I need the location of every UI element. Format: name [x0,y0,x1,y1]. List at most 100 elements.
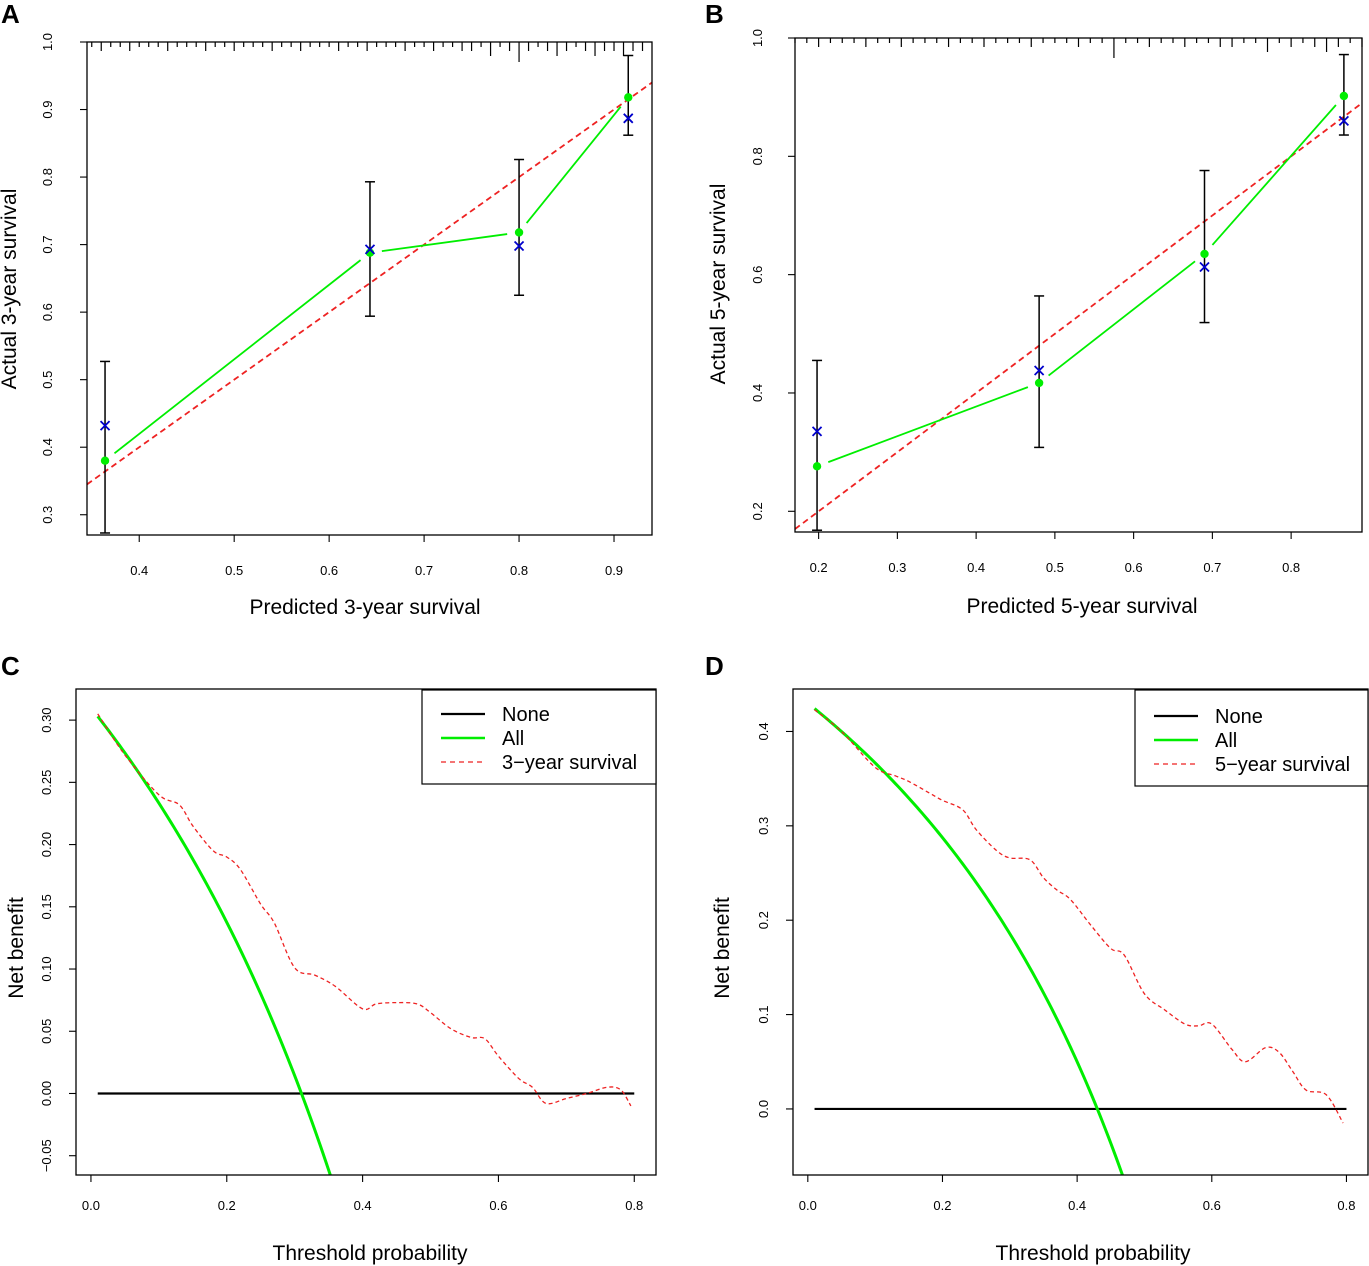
curves-clip-group [813,707,1347,1175]
y-tick-label: 0.20 [39,832,54,857]
all-curve [813,707,1125,1175]
y-tick-label: 0.4 [40,438,55,456]
panel-a-observed-line [113,106,622,455]
y-tick-label: 0.2 [756,911,771,929]
observed-point [624,93,633,102]
panel-c-legend-none: None [502,704,550,726]
panel-a-axes: 0.4 0.5 0.6 0.7 0.8 0.9 0.3 0.4 0.5 0.6 0.7 0.8 0.9 1… [40,33,653,578]
panel-c-legend-all: All [502,728,524,750]
x-tick-label: 0.0 [799,1198,817,1213]
y-tick-label: 0.3 [756,817,771,835]
panel-c-legend-model: 3−year survival [502,752,637,774]
x-tick-label: 0.7 [415,563,433,578]
observed-point [100,456,110,465]
y-tick-label: 0.10 [39,956,54,981]
bias-corrected-marker [623,113,634,124]
x-tick-label: 0.5 [225,563,243,578]
x-tick-label: 0.4 [1068,1198,1086,1213]
curves-clip-group [96,713,635,1175]
panel-c-label: C [1,651,20,681]
panel-d-legend-none: None [1215,706,1263,728]
plot-frame [75,688,657,1176]
bias-corrected-marker [811,426,823,437]
panel-b-bias-corrected-points [811,115,1350,437]
observed-line-segment [1211,104,1337,246]
y-tick-label: 0.6 [750,266,765,284]
x-tick-label: 0.2 [933,1198,951,1213]
y-tick-label: 0.00 [39,1081,54,1106]
panel-b-rug [794,38,1363,58]
y-tick-label: 0.0 [756,1100,771,1118]
panel-a-rug [91,42,644,62]
y-tick-label: 1.0 [40,33,55,51]
x-tick-label: 0.6 [489,1198,507,1213]
panel-a-y-axis-label: Actual 3-year survival [0,189,21,390]
panel-d-legend: None All 5−year survival [1134,689,1369,787]
y-tick-label: 0.15 [39,894,54,919]
panel-b-axes: 0.2 0.3 0.4 0.5 0.6 0.7 0.8 0.2 0.4 0.6 0.8 1.0 [750,29,1363,575]
ideal-diagonal-line [87,81,652,486]
x-tick-label: 0.8 [1337,1198,1355,1213]
panel-d-legend-all: All [1215,730,1237,752]
plot-frame [794,37,1363,533]
y-tick-label: −0.05 [39,1139,54,1172]
bias-corrected-marker [1033,365,1045,376]
observed-point [812,462,822,471]
y-tick-label: 0.2 [750,502,765,520]
y-tick-label: 0.25 [39,770,54,795]
panel-b-y-axis-label: Actual 5-year survival [707,184,730,385]
ideal-diagonal-line [795,102,1362,530]
y-tick-label: 0.9 [40,100,55,118]
x-tick-label: 0.3 [888,560,906,575]
panel-a-observed-points [100,93,633,465]
model-curve [97,713,632,1107]
x-tick-label: 0.5 [1046,560,1064,575]
panel-b-observed-points [812,91,1349,471]
panel-b-x-axis-label: Predicted 5-year survival [966,595,1197,618]
x-tick-label: 0.4 [967,560,985,575]
panel-a-error-bars [100,54,634,534]
panel-c-x-axis-label: Threshold probability [273,1242,468,1265]
panel-a-x-axis-label: Predicted 3-year survival [249,596,480,619]
y-tick-label: 0.30 [39,707,54,732]
panel-b-observed-line [827,104,1337,463]
y-tick-label: 0.3 [40,506,55,524]
panel-a-label: A [1,0,20,29]
panel-d-y-axis-label: Net benefit [711,897,734,999]
panel-c-axes: 0.0 0.2 0.4 0.6 0.8 −0.05 0.00 0.05 0.10 0.15 0.20… [39,688,657,1213]
x-tick-label: 0.7 [1203,560,1221,575]
bias-corrected-marker [364,244,376,255]
panel-d-x-axis-label: Threshold probability [996,1242,1191,1265]
observed-point [1339,91,1349,101]
panel-d-curves [813,707,1347,1175]
panel-a: A 0.4 0.5 0.6 0.7 0.8 0.90.30.40.50.60.70.80.… [0,0,653,619]
panel-d-legend-model: 5−year survival [1215,754,1350,776]
observed-line-segment [525,106,622,224]
x-tick-label: 0.4 [354,1198,372,1213]
observed-line-segment [827,386,1029,463]
panel-a-bias-corrected-points [99,113,634,431]
panel-b-ideal-line [795,102,1362,530]
plot-frame [792,688,1369,1176]
x-tick-label: 0.8 [1282,560,1300,575]
bias-corrected-marker [99,420,111,431]
y-tick-label: 0.4 [756,722,771,740]
plot-frame [86,41,653,536]
panel-d-label: D [705,651,724,681]
x-tick-label: 0.8 [625,1198,643,1213]
y-tick-label: 0.5 [40,371,55,389]
bias-corrected-marker [1199,261,1210,273]
observed-point [1200,249,1209,259]
observed-point [514,228,524,237]
y-tick-label: 0.6 [40,303,55,321]
x-tick-label: 0.9 [605,563,623,578]
panel-d-axes: 0.0 0.2 0.4 0.6 0.8 0.0 0.1 0.2 0.3 0.4 [756,688,1369,1213]
x-tick-label: 0.2 [218,1198,236,1213]
x-tick-label: 0.0 [82,1198,100,1213]
x-tick-label: 0.2 [810,560,828,575]
x-tick-label: 0.6 [1125,560,1143,575]
y-tick-label: 0.1 [756,1006,771,1024]
panel-c-y-axis-label: Net benefit [5,897,28,999]
observed-line-segment [113,259,362,455]
panel-c: C 0.0 0.2 0.4 0.6 0.8−0.050.000.050.100.150.… [1,651,657,1265]
